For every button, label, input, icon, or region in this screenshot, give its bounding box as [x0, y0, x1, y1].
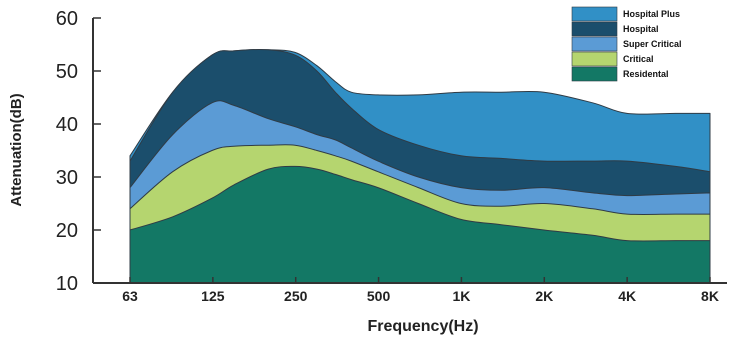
x-tick-label: 250 [284, 288, 308, 304]
y-tick-label: 20 [56, 220, 78, 242]
x-tick-label: 8K [701, 288, 719, 304]
legend-label: Hospital [623, 24, 659, 34]
legend-label: Residental [623, 69, 669, 79]
y-tick-label: 50 [56, 61, 78, 83]
x-tick-label: 4K [618, 288, 636, 304]
y-tick-label: 10 [56, 273, 78, 295]
legend-swatch [571, 36, 618, 52]
y-tick-label: 60 [56, 8, 78, 30]
x-tick-labels: 63 125 250 500 1K 2K 4K 8K [122, 277, 719, 304]
axes-group [92, 18, 727, 284]
area-residental [129, 165, 711, 284]
y-tick-label: 30 [56, 167, 78, 189]
x-tick-label: 125 [201, 288, 225, 304]
y-axis-title: Attenuation(dB) [8, 93, 25, 206]
legend-label: Critical [623, 54, 654, 64]
x-tick-label: 63 [122, 288, 138, 304]
y-tick-labels: 10 20 30 40 50 60 [56, 8, 101, 295]
x-tick-label: 500 [367, 288, 391, 304]
legend-label: Super Critical [623, 39, 682, 49]
x-tick-label: 1K [452, 288, 470, 304]
legend-label: Hospital Plus [623, 9, 680, 19]
legend-swatch [571, 21, 618, 37]
legend-swatch [571, 51, 618, 67]
legend: Hospital Plus Hospital Super Critical Criti… [568, 4, 718, 82]
y-tick-label: 40 [56, 114, 78, 136]
legend-swatch [571, 66, 618, 82]
x-tick-label: 2K [535, 288, 553, 304]
area-series-group [129, 49, 711, 284]
legend-swatch [571, 6, 618, 22]
x-axis-title: Frequency(Hz) [367, 318, 478, 335]
